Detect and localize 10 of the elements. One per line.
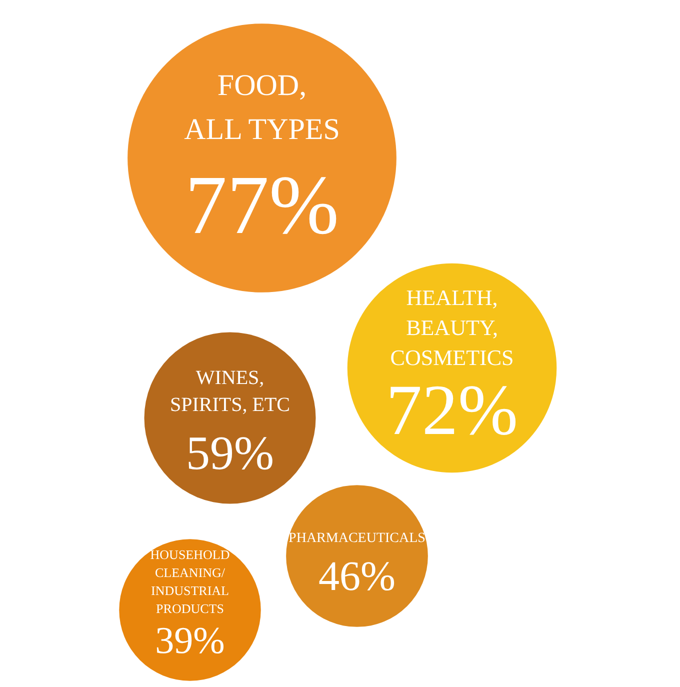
category-label: WINES, SPIRITS, ETC xyxy=(170,367,290,416)
data-label: 39% xyxy=(155,620,225,662)
category-label: HOUSEHOLD CLEANING/ INDUSTRIAL PRODUCTS xyxy=(150,547,230,616)
category-label: HEALTH, BEAUTY, COSMETICS xyxy=(390,285,514,370)
data-label: 72% xyxy=(386,370,518,450)
category-label: PHARMACEUTICALS xyxy=(288,531,426,546)
data-label: 46% xyxy=(318,554,396,600)
data-label: 59% xyxy=(186,427,274,480)
data-label: 77% xyxy=(185,159,339,252)
category-label: FOOD, ALL TYPES xyxy=(184,69,340,146)
